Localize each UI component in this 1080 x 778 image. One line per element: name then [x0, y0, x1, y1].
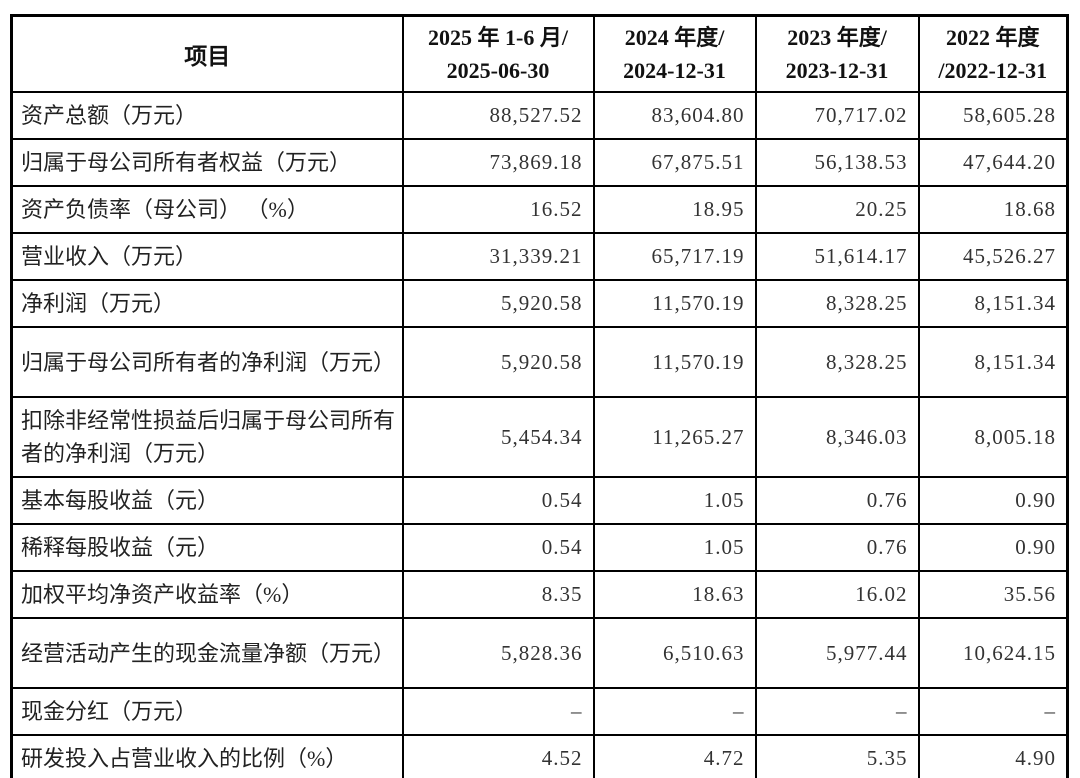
- row-value: 4.90: [917, 734, 1069, 778]
- row-value: 65,717.19: [592, 232, 757, 281]
- table-row-net-profit: 净利润（万元） 5,920.58 11,570.19 8,328.25 8,15…: [10, 279, 1069, 328]
- header-period-line2: /2022-12-31: [938, 58, 1048, 83]
- header-period-line2: 2025-06-30: [446, 58, 550, 83]
- table-row-operating-cash-flow: 经营活动产生的现金流量净额（万元） 5,828.36 6,510.63 5,97…: [10, 617, 1069, 689]
- header-period-2023: 2023 年度/ 2023-12-31: [754, 14, 920, 93]
- header-period-2025: 2025 年 1-6 月/ 2025-06-30: [401, 14, 595, 93]
- row-value: 8,151.34: [917, 326, 1069, 398]
- row-value: –: [754, 687, 920, 736]
- row-value: 5,454.34: [401, 396, 595, 478]
- row-value: 10,624.15: [917, 617, 1069, 689]
- row-value: 45,526.27: [917, 232, 1069, 281]
- header-period-line2: 2023-12-31: [785, 58, 889, 83]
- row-value: 4.52: [401, 734, 595, 778]
- row-value: 1.05: [592, 523, 757, 572]
- row-value: 35.56: [917, 570, 1069, 619]
- row-value: 8,328.25: [754, 279, 920, 328]
- row-value: 5,828.36: [401, 617, 595, 689]
- table-row-cash-dividend: 现金分红（万元） – – – –: [10, 687, 1069, 736]
- row-value: 0.76: [754, 523, 920, 572]
- header-period-line2: 2024-12-31: [623, 58, 726, 83]
- header-period-line1: 2022 年度: [945, 25, 1040, 50]
- row-value: –: [401, 687, 595, 736]
- header-period-2022: 2022 年度 /2022-12-31: [917, 14, 1069, 93]
- row-value: 8,346.03: [754, 396, 920, 478]
- row-value: 8.35: [401, 570, 595, 619]
- table-row-rd-expense-ratio: 研发投入占营业收入的比例（%） 4.52 4.72 5.35 4.90: [10, 734, 1069, 778]
- row-value: 18.63: [592, 570, 757, 619]
- row-value: 83,604.80: [592, 91, 757, 140]
- row-label: 资产负债率（母公司） （%）: [10, 185, 404, 234]
- row-value: 1.05: [592, 476, 757, 525]
- header-period-line1: 2024 年度/: [624, 25, 725, 50]
- row-label: 归属于母公司所有者的净利润（万元）: [10, 326, 404, 398]
- row-label: 研发投入占营业收入的比例（%）: [10, 734, 404, 778]
- header-item-column: 项目: [10, 14, 404, 93]
- table-row-weighted-roe: 加权平均净资产收益率（%） 8.35 18.63 16.02 35.56: [10, 570, 1069, 619]
- header-period-2024: 2024 年度/ 2024-12-31: [592, 14, 757, 93]
- row-label: 营业收入（万元）: [10, 232, 404, 281]
- row-label: 稀释每股收益（元）: [10, 523, 404, 572]
- row-value: 18.95: [592, 185, 757, 234]
- row-label: 经营活动产生的现金流量净额（万元）: [10, 617, 404, 689]
- header-row: 项目 2025 年 1-6 月/ 2025-06-30 2024 年度/ 202…: [10, 14, 1069, 93]
- row-value: 11,570.19: [592, 279, 757, 328]
- row-value: 16.02: [754, 570, 920, 619]
- table-row-debt-ratio: 资产负债率（母公司） （%） 16.52 18.95 20.25 18.68: [10, 185, 1069, 234]
- table-row-total-assets: 资产总额（万元） 88,527.52 83,604.80 70,717.02 5…: [10, 91, 1069, 140]
- row-value: 5.35: [754, 734, 920, 778]
- row-value: 67,875.51: [592, 138, 757, 187]
- header-period-line1: 2023 年度/: [787, 25, 887, 50]
- row-value: –: [917, 687, 1069, 736]
- row-value: 18.68: [917, 185, 1069, 234]
- row-value: 31,339.21: [401, 232, 595, 281]
- table-row-parent-net-profit: 归属于母公司所有者的净利润（万元） 5,920.58 11,570.19 8,3…: [10, 326, 1069, 398]
- table-row-basic-eps: 基本每股收益（元） 0.54 1.05 0.76 0.90: [10, 476, 1069, 525]
- row-value: 20.25: [754, 185, 920, 234]
- row-value: 8,005.18: [917, 396, 1069, 478]
- row-value: 8,151.34: [917, 279, 1069, 328]
- row-value: 73,869.18: [401, 138, 595, 187]
- row-label: 现金分红（万元）: [10, 687, 404, 736]
- table-row-revenue: 营业收入（万元） 31,339.21 65,717.19 51,614.17 4…: [10, 232, 1069, 281]
- row-value: 0.76: [754, 476, 920, 525]
- table-row-parent-equity: 归属于母公司所有者权益（万元） 73,869.18 67,875.51 56,1…: [10, 138, 1069, 187]
- row-label: 归属于母公司所有者权益（万元）: [10, 138, 404, 187]
- row-value: 70,717.02: [754, 91, 920, 140]
- row-value: 51,614.17: [754, 232, 920, 281]
- row-value: 6,510.63: [592, 617, 757, 689]
- row-label: 加权平均净资产收益率（%）: [10, 570, 404, 619]
- row-label: 扣除非经常性损益后归属于母公司所有者的净利润（万元）: [10, 396, 404, 478]
- row-value: 5,920.58: [401, 326, 595, 398]
- financial-summary-table: 项目 2025 年 1-6 月/ 2025-06-30 2024 年度/ 202…: [10, 14, 1069, 778]
- row-value: –: [592, 687, 757, 736]
- row-label: 基本每股收益（元）: [10, 476, 404, 525]
- row-value: 0.90: [917, 476, 1069, 525]
- row-value: 5,977.44: [754, 617, 920, 689]
- row-value: 5,920.58: [401, 279, 595, 328]
- row-label: 净利润（万元）: [10, 279, 404, 328]
- row-value: 47,644.20: [917, 138, 1069, 187]
- row-value: 0.54: [401, 523, 595, 572]
- table-row-diluted-eps: 稀释每股收益（元） 0.54 1.05 0.76 0.90: [10, 523, 1069, 572]
- row-label: 资产总额（万元）: [10, 91, 404, 140]
- row-value: 88,527.52: [401, 91, 595, 140]
- row-value: 0.90: [917, 523, 1069, 572]
- row-value: 0.54: [401, 476, 595, 525]
- table-header: 项目 2025 年 1-6 月/ 2025-06-30 2024 年度/ 202…: [10, 14, 1069, 93]
- row-value: 11,570.19: [592, 326, 757, 398]
- row-value: 16.52: [401, 185, 595, 234]
- row-value: 58,605.28: [917, 91, 1069, 140]
- row-value: 56,138.53: [754, 138, 920, 187]
- row-value: 4.72: [592, 734, 757, 778]
- row-value: 11,265.27: [592, 396, 757, 478]
- table-body: 资产总额（万元） 88,527.52 83,604.80 70,717.02 5…: [10, 91, 1069, 778]
- header-period-line1: 2025 年 1-6 月/: [428, 25, 568, 50]
- row-value: 8,328.25: [754, 326, 920, 398]
- table-row-non-recurring-net-profit: 扣除非经常性损益后归属于母公司所有者的净利润（万元） 5,454.34 11,2…: [10, 396, 1069, 478]
